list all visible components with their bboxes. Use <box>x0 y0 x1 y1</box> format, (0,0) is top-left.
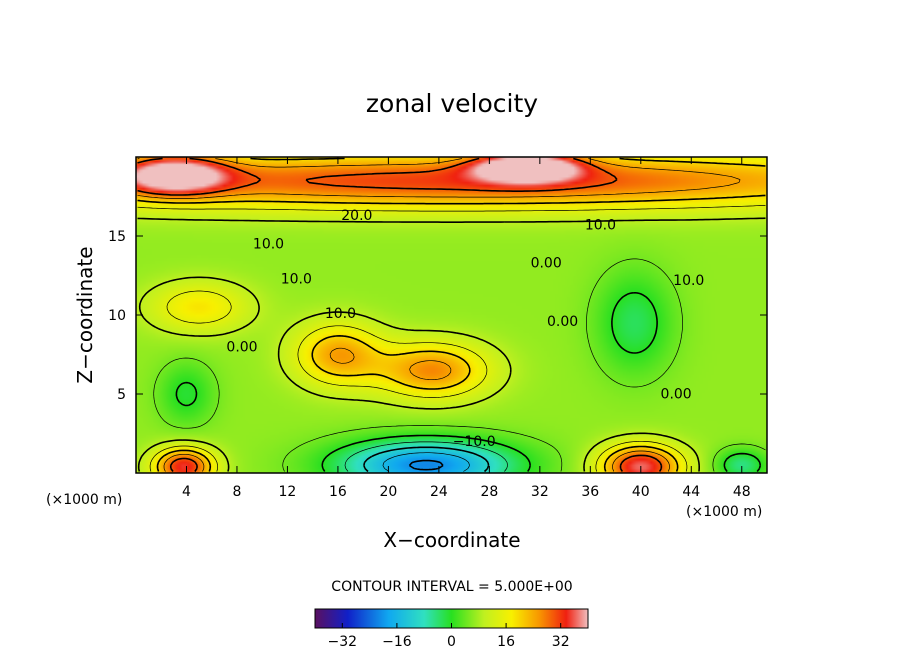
x-axis-title: X−coordinate <box>383 528 520 552</box>
y-tick-label: 10 <box>108 308 126 324</box>
x-unit-left: (×1000 m) <box>46 492 122 508</box>
colorbar-ticks: −32 −16 0 16 32 <box>328 623 570 650</box>
x-tick-label: 20 <box>379 484 397 500</box>
x-tick-label: 36 <box>581 484 599 500</box>
x-tick-label: 40 <box>632 484 650 500</box>
contour-level-line <box>408 459 444 471</box>
contour-label: 0.00 <box>661 387 692 403</box>
colorbar-tick-label: 0 <box>447 634 456 650</box>
contour-level-line <box>137 205 766 472</box>
x-tick-label: 28 <box>480 484 498 500</box>
plot-field: 20.0 10.0 10.0 10.0 0.00 0.00 0.00 10.0 0.00 −10.… <box>136 157 767 473</box>
colorbar-tick-label: −16 <box>382 634 412 650</box>
contour-level-line <box>344 441 508 472</box>
contour-label: −10.0 <box>453 434 496 450</box>
colorbar-tick-label: 16 <box>497 634 515 650</box>
contour-label: 0.00 <box>547 314 578 330</box>
x-tick-label: 16 <box>329 484 347 500</box>
x-axis-ticks: 4 8 12 16 20 24 28 32 36 40 44 48 <box>182 157 751 500</box>
x-tick-label: 44 <box>682 484 700 500</box>
contour-label: 0.00 <box>531 256 562 272</box>
x-tick-label: 48 <box>733 484 751 500</box>
colorbar-tick-label: 32 <box>552 634 570 650</box>
contour-label: 10.0 <box>673 273 704 289</box>
contour-level-line <box>137 157 663 472</box>
colorbar-tick-label: −32 <box>328 634 358 650</box>
chart-title: zonal velocity <box>366 89 538 118</box>
contour-lines <box>137 157 766 473</box>
x-tick-label: 24 <box>430 484 448 500</box>
contour-label: 10.0 <box>281 271 312 287</box>
contour-level-line <box>137 217 766 472</box>
contour-level-line <box>382 452 470 472</box>
contour-label: 10.0 <box>253 237 284 253</box>
contour-label: 10.0 <box>585 218 616 234</box>
y-axis-title: Z−coordinate <box>73 246 97 383</box>
contour-level-line <box>153 258 766 472</box>
velocity-field-image <box>136 157 767 473</box>
contour-interval-label: CONTOUR INTERVAL = 5.000E+00 <box>331 579 572 595</box>
x-tick-label: 32 <box>531 484 549 500</box>
x-tick-label: 12 <box>279 484 297 500</box>
contour-level-line <box>175 292 762 473</box>
y-axis-ticks: 5 10 15 <box>108 229 767 403</box>
x-tick-label: 4 <box>182 484 191 500</box>
y-tick-label: 5 <box>117 387 126 403</box>
contour-level-line <box>363 446 490 473</box>
contour-level-line <box>137 157 766 473</box>
contour-level-line <box>137 158 741 472</box>
contour-label: 20.0 <box>341 208 372 224</box>
x-tick-label: 8 <box>232 484 241 500</box>
contour-label: 0.00 <box>226 339 257 355</box>
y-tick-label: 15 <box>108 229 126 245</box>
contour-labels: 20.0 10.0 10.0 10.0 0.00 0.00 0.00 10.0 0.00 −10.… <box>226 208 704 450</box>
contour-label: 10.0 <box>325 306 356 322</box>
x-unit-right: (×1000 m) <box>686 504 762 520</box>
